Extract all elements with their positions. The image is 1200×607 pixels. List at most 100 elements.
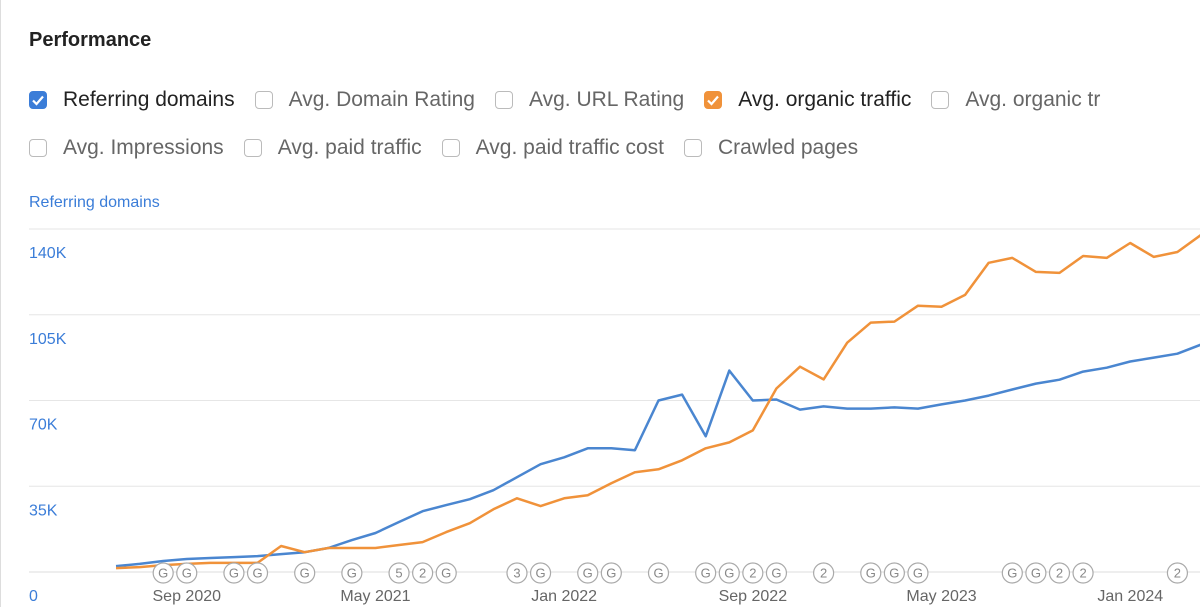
annotation-marker (388, 562, 410, 584)
annotation-label: G (653, 565, 663, 580)
annotation-label: 2 (1056, 565, 1063, 580)
x-tick-label: Jan 2024 (1097, 588, 1163, 605)
annotation-label: G (889, 565, 899, 580)
annotation-label: G (606, 565, 616, 580)
y-tick-label: 0 (29, 588, 38, 605)
annotation-label: G (536, 565, 546, 580)
annotation-marker (695, 562, 717, 584)
section-title: Performance (29, 29, 152, 51)
metric-toggle[interactable]: Avg. paid traffic (243, 136, 422, 160)
checkbox[interactable] (441, 139, 460, 157)
annotation-label: G (252, 565, 262, 580)
checkbox[interactable] (494, 91, 513, 109)
metric-toggle[interactable]: Avg. URL Rating (494, 88, 685, 112)
checkbox[interactable] (254, 91, 273, 109)
annotation-marker (647, 562, 670, 584)
annotation-label: G (229, 565, 239, 580)
annotation-marker (907, 562, 929, 584)
annotation-marker (1166, 562, 1189, 584)
annotation-marker (1001, 562, 1023, 584)
annotation-label: G (583, 565, 593, 580)
checkbox-label: Referring domains (63, 88, 235, 111)
checkbox-label: Avg. Domain Rating (288, 88, 475, 111)
checkbox[interactable] (684, 139, 702, 157)
checkbox-label: Avg. paid traffic cost (475, 136, 664, 159)
annotation-marker (294, 562, 316, 584)
y-tick-label: 140K (29, 245, 67, 262)
annotation-label: 3 (513, 565, 520, 580)
annotation-label: G (771, 565, 781, 580)
annotation-marker (412, 562, 434, 584)
annotation-marker (600, 562, 622, 584)
annotation-marker (246, 562, 269, 584)
annotation-label: 2 (1079, 565, 1086, 580)
y-tick-label: 35K (29, 502, 58, 519)
annotation-marker (223, 562, 245, 584)
annotation-marker (718, 562, 740, 584)
annotation-marker (506, 562, 528, 584)
metric-toggle[interactable]: Avg. paid traffic cost (441, 136, 664, 160)
annotation-marker (860, 562, 882, 584)
annotation-label: 2 (820, 565, 827, 580)
annotation-marker (883, 562, 905, 584)
annotation-label: G (701, 565, 711, 580)
annotation-marker (1072, 562, 1094, 584)
checkbox-label: Crawled pages (718, 136, 859, 159)
annotation-marker (1048, 562, 1071, 584)
annotation-label: G (347, 565, 357, 580)
checkbox-label: Avg. Impressions (63, 136, 224, 159)
y-tick-label: 70K (29, 417, 58, 434)
annotation-label: G (441, 565, 451, 580)
annotation-marker (341, 562, 363, 584)
annotation-label: G (1031, 565, 1041, 580)
annotation-label: G (158, 565, 168, 580)
annotation-marker (435, 562, 457, 584)
annotation-label: 5 (395, 565, 402, 580)
checkbox-label: Avg. organic tr (965, 88, 1101, 111)
annotation-marker (813, 562, 835, 584)
metric-toggle[interactable]: Avg. organic traffic (704, 88, 911, 112)
x-tick-label: Sep 2022 (719, 588, 788, 605)
x-tick-label: Sep 2020 (153, 588, 222, 605)
checkbox[interactable] (29, 139, 47, 157)
y-tick-label: 105K (29, 331, 67, 348)
annotation-label: 2 (749, 565, 756, 580)
annotation-label: G (300, 565, 310, 580)
annotation-marker (529, 562, 552, 584)
annotation-label: G (1007, 565, 1017, 580)
checkbox-row: Avg. Impressions Avg. paid traffic Avg. pa… (29, 136, 858, 160)
checkbox[interactable] (29, 91, 47, 109)
x-tick-label: May 2021 (340, 588, 410, 605)
series-line (115, 343, 1200, 568)
metric-toggle[interactable]: Avg. Impressions (29, 136, 224, 160)
checkbox[interactable] (704, 91, 723, 109)
metric-toggle[interactable]: Avg. Domain Rating (254, 88, 475, 112)
annotation-label: G (724, 565, 734, 580)
metric-toggle[interactable]: Referring domains (29, 88, 235, 112)
checkbox-label: Avg. paid traffic (277, 136, 422, 159)
annotation-marker (765, 562, 788, 584)
checkbox-row: Referring domains Avg. Domain Rating Avg. … (29, 88, 1100, 112)
checkbox-label: Avg. URL Rating (528, 88, 685, 111)
annotation-marker (152, 562, 174, 584)
annotation-marker (176, 562, 198, 584)
metric-toggle[interactable]: Avg. organic tr (931, 88, 1100, 112)
annotation-marker (1025, 562, 1047, 584)
checkbox[interactable] (931, 91, 950, 109)
annotation-label: 2 (419, 565, 426, 580)
annotation-label: G (866, 565, 876, 580)
series-line (115, 234, 1200, 570)
checkbox[interactable] (243, 139, 262, 157)
annotation-marker (577, 562, 599, 584)
checkbox-label: Avg. organic traffic (738, 88, 912, 111)
annotation-label: G (182, 565, 192, 580)
x-tick-label: May 2023 (906, 588, 976, 605)
annotation-label: G (913, 565, 923, 580)
metric-toggle[interactable]: Crawled pages (684, 136, 858, 160)
annotation-marker (742, 562, 764, 584)
annotation-label: 2 (1174, 565, 1181, 580)
x-tick-label: Jan 2022 (531, 588, 597, 605)
y-axis-label: Referring domains (29, 194, 160, 211)
